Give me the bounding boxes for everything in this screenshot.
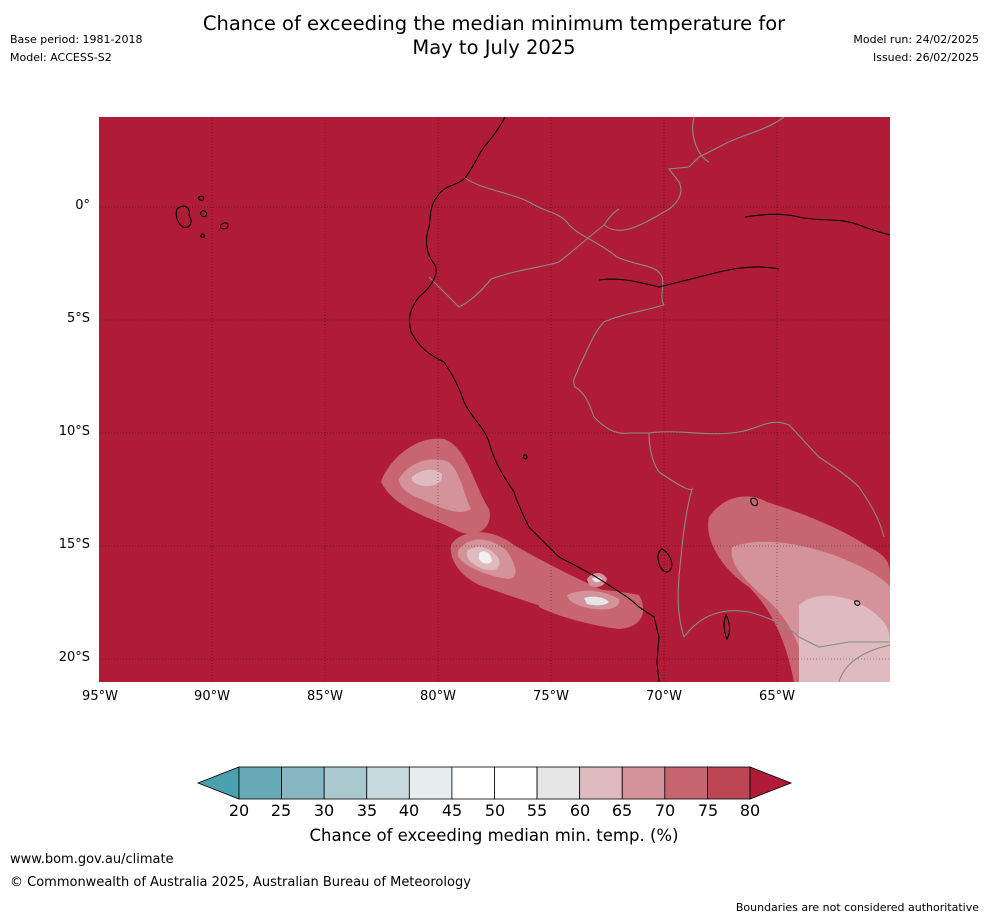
colorbar-swatch	[536, 766, 581, 800]
colorbar-swatch	[621, 766, 666, 800]
y-tick-0: 0°	[75, 198, 90, 213]
probability-contours	[381, 438, 890, 682]
colorbar-label: 80	[739, 801, 761, 820]
colorbar-label: 70	[654, 801, 676, 820]
colorbar-label: 65	[611, 801, 633, 820]
x-tick-1: 90°W	[194, 689, 230, 704]
coastline	[175, 117, 890, 682]
country-borders	[428, 117, 890, 682]
x-tick-3: 80°W	[420, 689, 456, 704]
y-tick-1: 5°S	[66, 311, 90, 326]
colorbar-label: 75	[697, 801, 719, 820]
colorbar-swatch	[281, 766, 325, 800]
y-tick-4: 20°S	[58, 650, 90, 665]
forecast-map	[99, 117, 890, 682]
website-url: www.bom.gov.au/climate	[10, 852, 174, 867]
x-tick-5: 70°W	[646, 689, 682, 704]
colorbar-label: 60	[569, 801, 591, 820]
colorbar-label: 50	[484, 801, 506, 820]
colorbar	[196, 766, 793, 800]
y-tick-2: 10°S	[58, 424, 90, 439]
boundaries-disclaimer: Boundaries are not considered authoritat…	[735, 901, 979, 914]
colorbar-swatch	[323, 766, 368, 800]
right-meta: Model run: 24/02/2025 Issued: 26/02/2025	[853, 31, 979, 66]
graticule	[99, 117, 890, 682]
x-tick-6: 65°W	[759, 689, 795, 704]
colorbar-swatch	[408, 766, 453, 800]
colorbar-label: 40	[398, 801, 420, 820]
colorbar-swatch	[494, 766, 538, 800]
title-line-1: Chance of exceeding the median minimum t…	[202, 12, 786, 35]
left-meta: Base period: 1981-2018 Model: ACCESS-S2	[10, 31, 142, 66]
colorbar-swatch	[451, 766, 495, 800]
x-tick-4: 75°W	[533, 689, 569, 704]
x-tick-2: 85°W	[307, 689, 343, 704]
colorbar-under-arrow	[196, 766, 240, 800]
model-name: Model: ACCESS-S2	[10, 51, 112, 64]
colorbar-label: 30	[313, 801, 335, 820]
y-tick-3: 15°S	[58, 537, 90, 552]
colorbar-title: Chance of exceeding median min. temp. (%…	[309, 826, 679, 845]
map-title: Chance of exceeding the median minimum t…	[0, 12, 988, 60]
colorbar-swatch	[579, 766, 623, 800]
colorbar-swatch	[707, 766, 751, 800]
copyright-notice: © Commonwealth of Australia 2025, Austra…	[10, 875, 471, 890]
x-tick-0: 95°W	[82, 689, 118, 704]
model-run: Model run: 24/02/2025	[853, 33, 979, 46]
colorbar-swatch	[366, 766, 410, 800]
colorbar-label: 45	[441, 801, 463, 820]
colorbar-over-arrow	[749, 766, 793, 800]
title-line-2: May to July 2025	[412, 36, 576, 59]
colorbar-label: 35	[356, 801, 378, 820]
issued-date: Issued: 26/02/2025	[872, 51, 979, 64]
colorbar-label: 55	[526, 801, 548, 820]
colorbar-swatch	[664, 766, 708, 800]
colorbar-label: 25	[270, 801, 292, 820]
colorbar-swatch	[238, 766, 282, 800]
base-period: Base period: 1981-2018	[10, 33, 143, 46]
colorbar-label: 20	[228, 801, 250, 820]
